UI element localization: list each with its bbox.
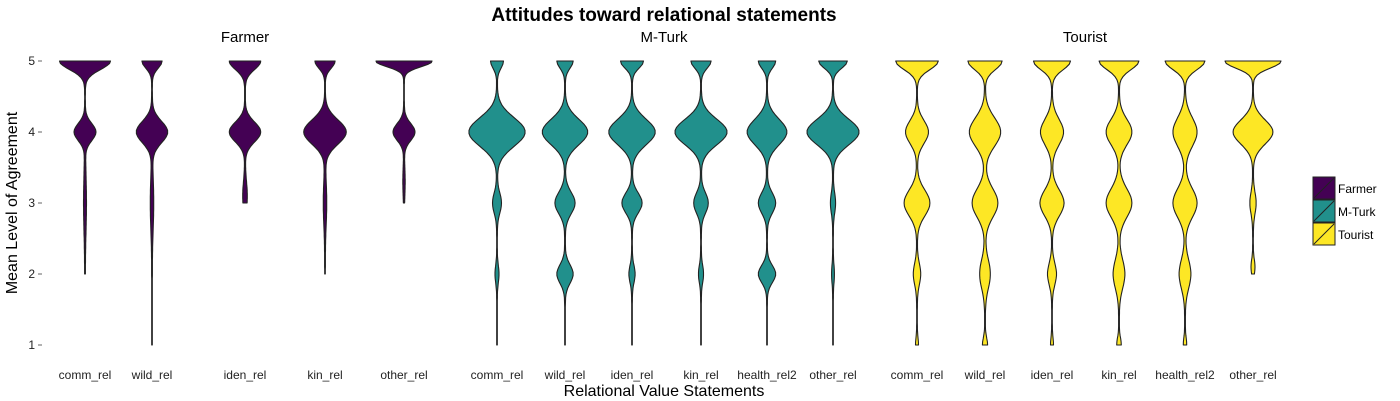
legend: Farmer M-Turk Tourist: [1312, 176, 1377, 246]
legend-label: Farmer: [1338, 182, 1377, 196]
legend-item-farmer: Farmer: [1312, 176, 1377, 200]
violin-health_rel2: [1164, 60, 1206, 346]
legend-swatch-diagonal: [1313, 200, 1335, 222]
violin-kin_rel: [303, 60, 347, 275]
violin-comm_rel: [58, 60, 112, 275]
y-axis-title: Mean Level of Agreement: [4, 111, 21, 294]
x-tick-label: comm_rel: [471, 368, 524, 382]
violin-wild_rel: [967, 60, 1003, 346]
x-tick-label: health_rel2: [737, 368, 797, 382]
legend-item-m-turk: M-Turk: [1312, 199, 1377, 223]
x-tick-label: other_rel: [380, 368, 427, 382]
facet-title: Farmer: [221, 29, 269, 46]
violin-other_rel: [375, 60, 433, 204]
facet-farmer: Farmer comm_rel wild_rel iden_rel kin_rel oth…: [58, 29, 433, 382]
facet-title: Tourist: [1063, 29, 1108, 46]
violin-health_rel2: [746, 60, 788, 346]
violin-iden_rel: [1032, 60, 1072, 346]
legend-label: Tourist: [1338, 228, 1374, 242]
chart-title: Attitudes toward relational statements: [491, 5, 836, 26]
facets: Farmer comm_rel wild_rel iden_rel kin_rel oth…: [58, 29, 1282, 382]
y-tick-label: 1: [28, 338, 35, 352]
y-tick-label: 3: [28, 196, 35, 210]
violin-iden_rel: [228, 60, 262, 204]
x-tick-label: iden_rel: [1031, 368, 1074, 382]
violin-wild_rel: [135, 60, 169, 346]
legend-swatch-diagonal: [1313, 177, 1335, 199]
x-tick-label: iden_rel: [611, 368, 654, 382]
x-tick-label: wild_rel: [131, 368, 173, 382]
legend-item-tourist: Tourist: [1312, 222, 1374, 246]
violin-kin_rel: [674, 60, 728, 346]
x-tick-label: other_rel: [1229, 368, 1276, 382]
x-tick-label: other_rel: [809, 368, 856, 382]
x-tick-label: iden_rel: [224, 368, 267, 382]
y-axis: 1 2 3 4 5: [28, 54, 42, 352]
violin-iden_rel: [608, 60, 656, 346]
violin-comm_rel: [895, 60, 939, 346]
x-tick-label: health_rel2: [1155, 368, 1215, 382]
violin-other_rel: [1224, 60, 1282, 275]
facet-tourist: Tourist comm_rel wild_rel iden_rel kin_rel he…: [891, 29, 1282, 382]
y-tick-label: 2: [28, 267, 35, 281]
x-tick-label: kin_rel: [307, 368, 342, 382]
y-tick-label: 5: [28, 54, 35, 68]
legend-swatch-diagonal: [1313, 223, 1335, 245]
facet-title: M-Turk: [641, 29, 688, 46]
x-axis-title: Relational Value Statements: [564, 383, 765, 400]
facet-m-turk: M-Turk comm_rel wild_rel iden_rel kin_rel hea…: [468, 29, 860, 382]
x-tick-label: kin_rel: [683, 368, 718, 382]
violin-wild_rel: [541, 60, 589, 346]
x-tick-label: kin_rel: [1101, 368, 1136, 382]
y-tick-label: 4: [28, 125, 35, 139]
legend-label: M-Turk: [1338, 205, 1377, 219]
violin-comm_rel: [468, 60, 526, 346]
violin-other_rel: [806, 60, 860, 346]
x-tick-label: wild_rel: [964, 368, 1006, 382]
x-tick-label: wild_rel: [544, 368, 586, 382]
violin-kin_rel: [1098, 60, 1140, 346]
x-tick-label: comm_rel: [59, 368, 112, 382]
x-tick-label: comm_rel: [891, 368, 944, 382]
